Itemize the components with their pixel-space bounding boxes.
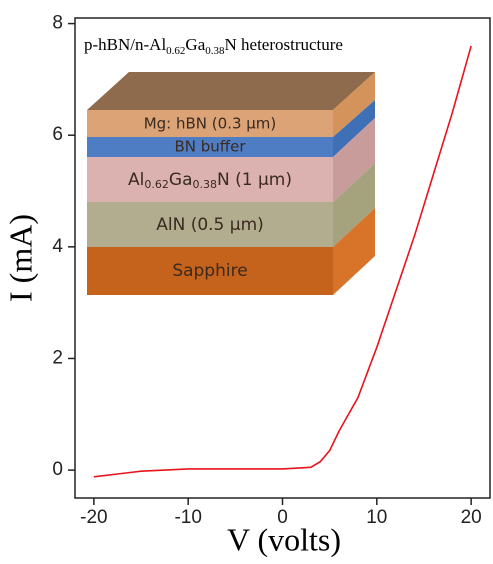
text-part: Al xyxy=(128,170,144,190)
x-tick-label: 10 xyxy=(366,507,387,528)
layer-label: Mg: hBN (0.3 μm) xyxy=(144,115,277,133)
layer-label: AlN (0.5 μm) xyxy=(156,215,264,235)
text-part: Ga xyxy=(169,170,193,190)
text-part: 0.62 xyxy=(166,45,185,57)
y-tick-label: 4 xyxy=(52,236,63,257)
text-part: p-hBN/n-Al xyxy=(84,35,166,54)
chart: Mg: hBN (0.3 μm) BN buffer Al0.62Ga0.38N… xyxy=(0,0,493,564)
y-tick-label: 2 xyxy=(52,347,63,368)
inset-title: p-hBN/n-Al0.62Ga0.38N heterostructure xyxy=(84,35,343,57)
text-part: Ga xyxy=(185,35,205,54)
x-tick-label: -20 xyxy=(80,507,107,528)
y-axis-title: I (mA) xyxy=(2,214,38,302)
text-part: N heterostructure xyxy=(225,35,343,54)
text-part: N (1 μm) xyxy=(217,170,292,190)
layer-label: BN buffer xyxy=(174,138,246,156)
x-tick-label: 20 xyxy=(461,507,482,528)
text-part: 0.62 xyxy=(144,178,169,191)
x-tick-label: -10 xyxy=(174,507,201,528)
y-tick-label: 8 xyxy=(52,13,63,34)
y-tick-label: 6 xyxy=(52,124,63,145)
text-part: 0.38 xyxy=(205,45,225,57)
x-tick-label: 0 xyxy=(277,507,288,528)
text-part: 0.38 xyxy=(192,178,217,191)
stack-top xyxy=(87,72,375,110)
layer-label: Sapphire xyxy=(172,261,247,281)
inset: Mg: hBN (0.3 μm) BN buffer Al0.62Ga0.38N… xyxy=(87,72,375,295)
y-tick-label: 0 xyxy=(52,459,63,480)
